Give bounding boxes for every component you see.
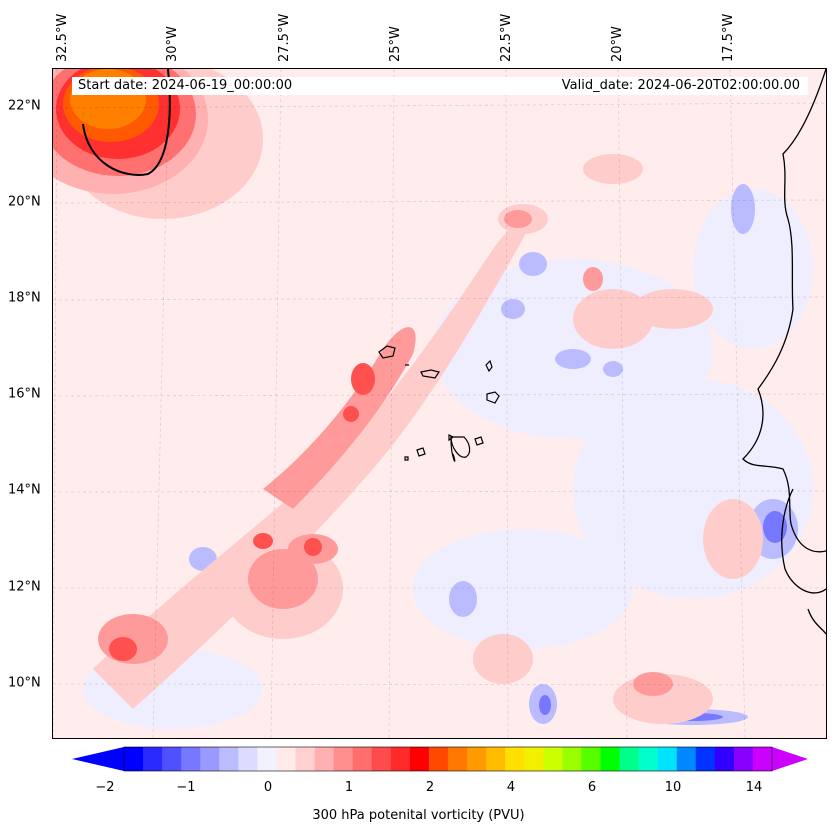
colorbar-under-arrow (72, 747, 124, 771)
colorbar-bin (752, 747, 773, 771)
colorbar-bin (409, 747, 430, 771)
latitude-label: 22°N (8, 98, 41, 114)
colorbar-bin (695, 747, 716, 771)
colorbar-bin (314, 747, 335, 771)
colorbar-bin (543, 747, 563, 771)
latitude-label: 10°N (8, 675, 41, 691)
colorbar-tick-label: 0 (263, 780, 273, 795)
colorbar-bin (676, 747, 697, 771)
colorbar-bin (600, 747, 621, 771)
latitude-label: 18°N (8, 290, 41, 306)
start-date-text: Start date: 2024-06-19_00:00:00 (78, 78, 293, 93)
colorbar-bin (390, 747, 411, 771)
colorbar (72, 746, 808, 772)
colorbar-bin (181, 747, 201, 771)
coastline-africa (742, 69, 826, 635)
colorbar-bin (524, 747, 544, 771)
colorbar-bin (448, 747, 468, 771)
pv-contour-map (53, 69, 826, 738)
colorbar-bin (333, 747, 354, 771)
colorbar-tick-label: 10 (664, 780, 682, 795)
colorbar-bin (352, 747, 373, 771)
colorbar-bin (219, 747, 239, 771)
date-info-box: Start date: 2024-06-19_00:00:00 Valid_da… (72, 77, 808, 95)
colorbar-bin (162, 747, 182, 771)
latitude-label: 20°N (8, 194, 41, 210)
longitude-label: 25°W (388, 26, 403, 62)
colorbar-bin (143, 747, 163, 771)
colorbar-bin (428, 747, 449, 771)
valid-date-text: Valid_date: 2024-06-20T02:00:00.00 (561, 78, 800, 93)
colorbar-bin (505, 747, 525, 771)
colorbar-bin (257, 747, 277, 771)
colorbar-tick-label: 14 (745, 780, 763, 795)
colorbar-bin (581, 747, 601, 771)
colorbar-bin (657, 747, 678, 771)
colorbar-bin (238, 747, 258, 771)
colorbar-tick-label: −1 (176, 780, 196, 795)
longitude-label: 27.5°W (277, 13, 292, 62)
pv-red-cores (109, 363, 375, 661)
colorbar-bin (276, 747, 297, 771)
colorbar-bins (124, 747, 773, 771)
colorbar-bin (619, 747, 640, 771)
colorbar-outline (123, 746, 773, 772)
graticule (53, 69, 826, 738)
colorbar-tick-label: 4 (506, 780, 516, 795)
longitude-label: 20°W (610, 26, 625, 62)
map-panel (52, 68, 827, 739)
colorbar-tick-label: 1 (344, 780, 354, 795)
latitude-label: 16°N (8, 386, 41, 402)
colorbar-over-arrow (772, 747, 808, 771)
longitude-label: 22.5°W (499, 13, 514, 62)
colorbar-tick-label: −2 (95, 780, 115, 795)
pv-high-anomaly-nw (53, 69, 208, 194)
colorbar-bin (295, 747, 316, 771)
colorbar-bin (371, 747, 392, 771)
latitude-label: 14°N (8, 482, 41, 498)
colorbar-label: 300 hPa potenital vorticity (PVU) (312, 808, 525, 823)
latitude-label: 12°N (8, 579, 41, 595)
colorbar-bin (562, 747, 582, 771)
colorbar-bin (714, 747, 735, 771)
longitude-label: 30°W (165, 26, 180, 62)
colorbar-bin (733, 747, 754, 771)
cape-verde-islands (378, 345, 500, 462)
colorbar-bin (200, 747, 220, 771)
longitude-label: 32.5°W (55, 13, 70, 62)
longitude-label: 17.5°W (721, 13, 736, 62)
colorbar-tick-label: 2 (425, 780, 435, 795)
colorbar-bin (638, 747, 659, 771)
colorbar-bin (124, 747, 144, 771)
colorbar-tick-label: 6 (587, 780, 597, 795)
colorbar-bin (467, 747, 487, 771)
colorbar-bin (486, 747, 506, 771)
